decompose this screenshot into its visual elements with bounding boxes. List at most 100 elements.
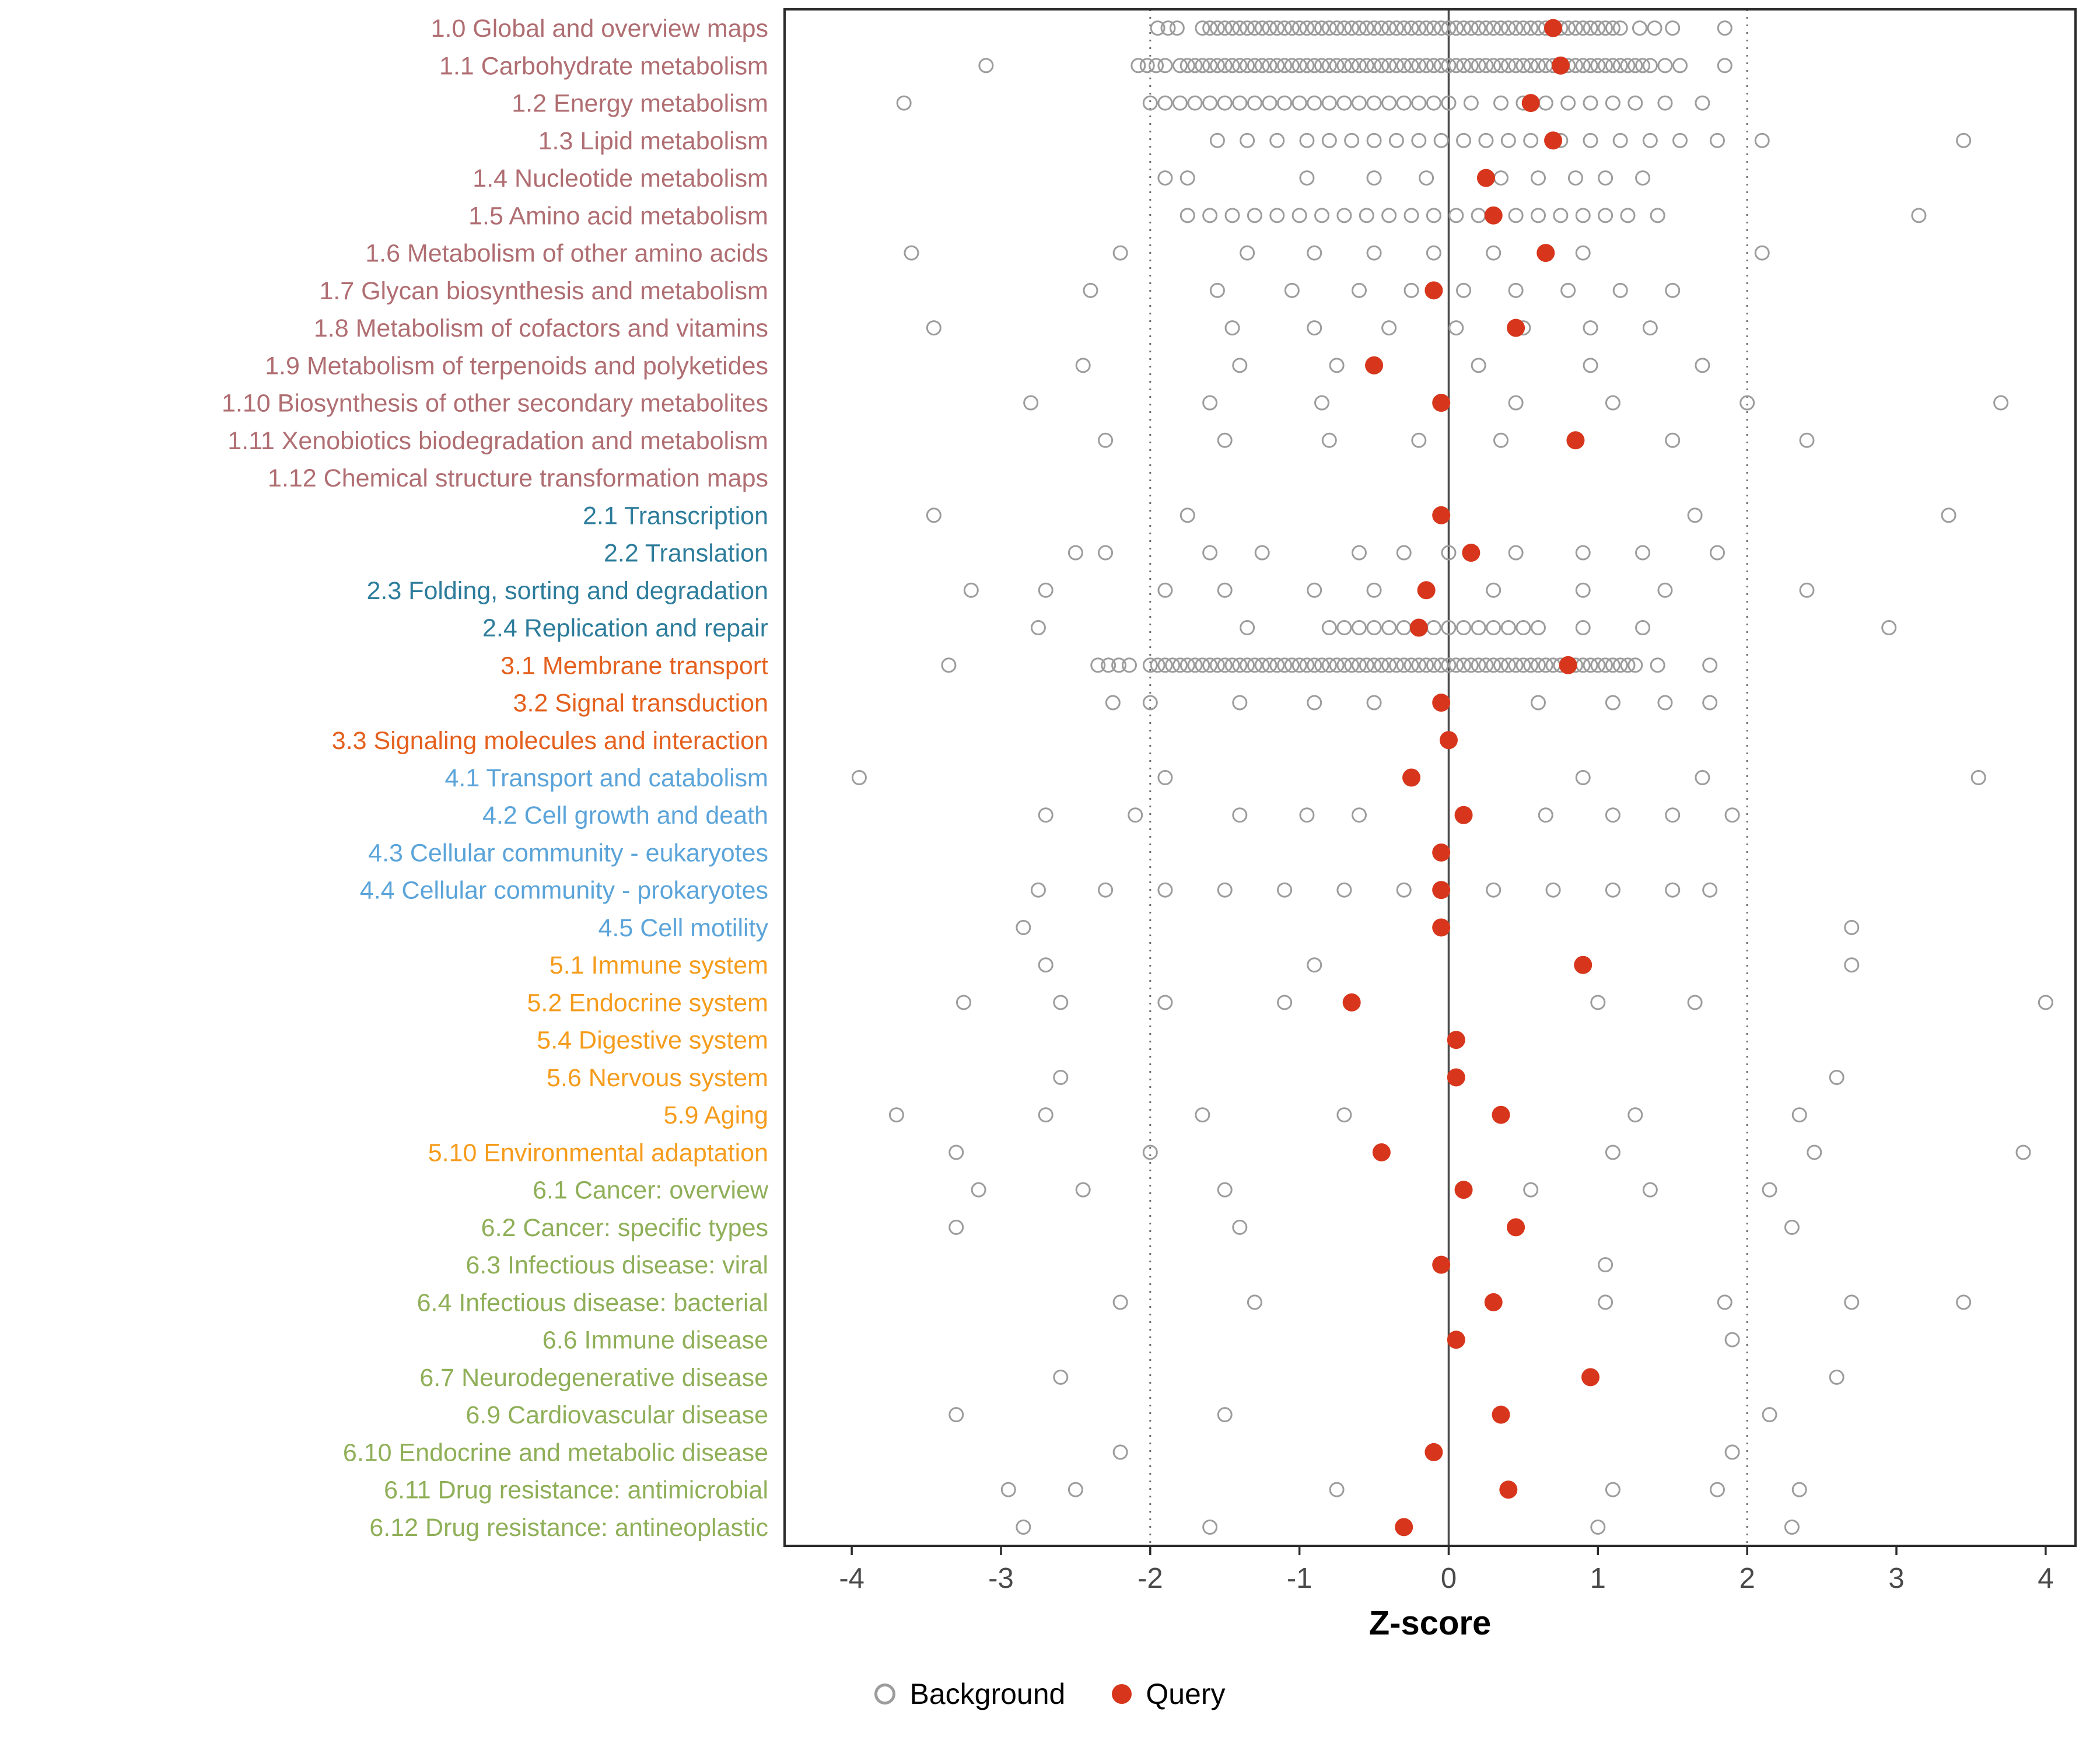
background-point [1590,20,1606,36]
background-point [1590,1519,1606,1535]
background-point [1240,245,1255,261]
background-point [1351,58,1367,74]
background-point [1471,58,1486,74]
background-point [1254,657,1270,673]
background-point [2038,995,2053,1010]
background-point [1598,208,1614,223]
background-point [1441,620,1457,636]
background-point [1180,208,1195,223]
background-point [1344,20,1360,36]
query-point [1499,1480,1518,1499]
row-label: 1.7 Glycan biosynthesis and metabolism [319,277,768,305]
background-point [1083,282,1098,298]
query-point [1342,993,1361,1012]
background-point [1359,208,1374,223]
background-point [1724,807,1740,823]
background-point [1336,882,1352,898]
background-point [1650,657,1665,673]
background-point [1329,58,1345,74]
background-point [1486,882,1502,898]
background-point [1441,95,1457,111]
background-point [1971,770,1986,785]
background-point [1404,208,1419,223]
background-point [1053,1069,1069,1085]
background-point [1665,882,1681,898]
background-point [1516,657,1531,673]
x-tick-label: -3 [988,1563,1014,1594]
background-point [1740,395,1755,411]
background-point [1620,657,1636,673]
background-point [1075,1182,1091,1198]
background-point [1329,1482,1345,1497]
background-point [1523,657,1539,673]
background-point [1642,320,1658,336]
background-point [1030,620,1046,636]
background-point [1441,20,1457,36]
background-point [1292,95,1307,111]
background-point [1508,58,1524,74]
background-point [1650,208,1665,223]
background-point [1844,1294,1860,1310]
background-point [1426,620,1441,636]
x-tick-label: 3 [1888,1563,1904,1594]
background-point [1530,620,1546,636]
background-point [1560,95,1576,111]
row-label: 4.1 Transport and catabolism [444,764,768,792]
background-point [1784,1519,1800,1535]
background-point [1530,208,1546,223]
x-tick-label: 4 [2038,1563,2053,1594]
background-point [1307,320,1322,336]
row-label: 6.6 Immune disease [542,1326,768,1354]
background-point [1284,282,1300,298]
background-point [1329,358,1345,373]
background-point [1016,919,1031,935]
background-point [1538,657,1553,673]
background-point [1098,432,1114,448]
background-point [1292,657,1307,673]
background-point [1232,58,1248,74]
query-point [1447,1031,1465,1049]
background-point [1344,132,1360,148]
row-label: 6.11 Drug resistance: antimicrobial [384,1476,768,1504]
background-point [1493,58,1509,74]
background-point [1381,320,1397,336]
background-point [1240,132,1255,148]
background-point [1471,208,1486,223]
background-point [1620,208,1636,223]
background-point [1844,919,1860,935]
background-point [1784,1219,1800,1235]
background-point [1388,657,1404,673]
background-point [1605,58,1620,74]
background-point [1321,132,1337,148]
background-point [1426,245,1441,261]
background-point [1351,95,1367,111]
background-point [1575,620,1591,636]
background-point [1299,807,1315,823]
query-point [1432,506,1451,524]
background-point [1232,695,1248,710]
background-point [1314,208,1330,223]
row-label: 1.4 Nucleotide metabolism [473,164,768,192]
row-label: 5.4 Digestive system [537,1027,768,1055]
background-point [1575,582,1591,598]
background-point [1314,395,1330,411]
filled-circle-icon [1112,1684,1132,1704]
row-label: 6.10 Endocrine and metabolic disease [343,1438,768,1466]
background-point [1448,58,1464,74]
background-point [1209,132,1225,148]
query-point [1432,1255,1451,1274]
background-point [1130,58,1146,74]
background-point [1090,657,1106,673]
background-point [971,1182,986,1198]
background-point [1217,95,1233,111]
background-point [1381,208,1397,223]
background-point [1404,58,1419,74]
background-point [1307,695,1322,710]
background-point [1448,20,1464,36]
row-label: 1.0 Global and overview maps [431,15,768,43]
background-point [1493,432,1509,448]
background-point [1209,657,1225,673]
background-point [1277,657,1293,673]
background-point [1411,657,1427,673]
background-point [1202,208,1218,223]
